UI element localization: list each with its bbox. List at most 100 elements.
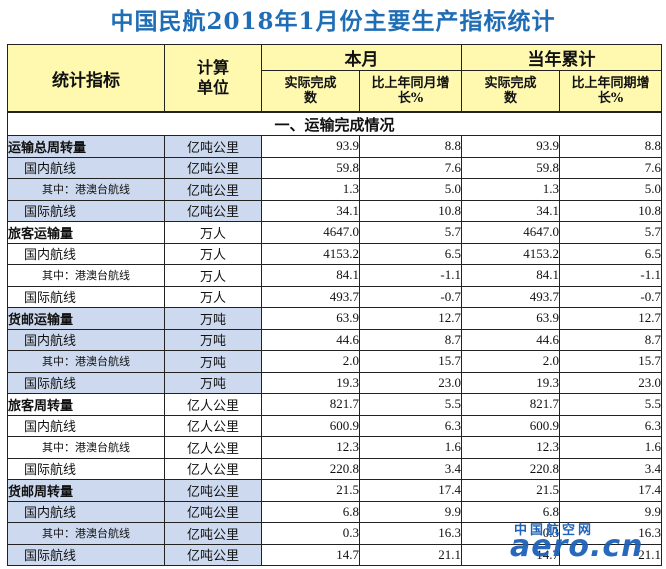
row-month-growth: 7.6 <box>359 156 462 179</box>
row-month-growth: 6.3 <box>359 414 462 437</box>
row-name: 旅客周转量 <box>7 393 165 416</box>
row-ytd-growth: 3.4 <box>559 457 662 480</box>
row-name: 货邮运输量 <box>7 307 165 330</box>
row-name: 旅客运输量 <box>7 221 165 244</box>
row-month: 93.9 <box>261 135 360 158</box>
row-ytd: 1.3 <box>461 178 560 201</box>
row-month: 600.9 <box>261 414 360 437</box>
table-row: 运输总周转量 亿吨公里 93.9 8.8 93.9 8.8 <box>7 135 662 158</box>
watermark-cn-text: 中国航空网 <box>514 523 595 538</box>
header-actual-ytd-label: 实际完成数 <box>484 76 537 106</box>
row-ytd-growth: 7.6 <box>559 156 662 179</box>
row-ytd: 59.8 <box>461 156 560 179</box>
row-ytd-growth: 6.3 <box>559 414 662 437</box>
table-row: 国内航线 亿吨公里 59.8 7.6 59.8 7.6 <box>7 156 662 179</box>
row-ytd: 14.7 <box>461 543 560 566</box>
row-month: 1.3 <box>261 178 360 201</box>
row-unit: 亿吨公里 <box>164 522 262 545</box>
row-name: 运输总周转量 <box>7 135 165 158</box>
row-month: 821.7 <box>261 393 360 416</box>
row-ytd-growth: 8.8 <box>559 135 662 158</box>
row-ytd-growth: 21.1 <box>559 543 662 566</box>
row-ytd-growth: -1.1 <box>559 264 662 287</box>
header-actual-month-label: 实际完成数 <box>284 76 337 106</box>
row-month-growth: 3.4 <box>359 457 462 480</box>
row-ytd-growth: 23.0 <box>559 371 662 394</box>
row-ytd: 63.9 <box>461 307 560 330</box>
row-ytd: 93.9 <box>461 135 560 158</box>
row-name: 其中：港澳台航线 <box>7 264 165 287</box>
row-month: 63.9 <box>261 307 360 330</box>
row-name: 国际航线 <box>7 371 165 394</box>
table-row: 其中：港澳台航线 亿人公里 12.3 1.6 12.3 1.6 <box>7 436 662 459</box>
row-ytd-growth: 1.6 <box>559 436 662 459</box>
section-title: 一、运输完成情况 <box>7 111 662 136</box>
table-row: 其中：港澳台航线 亿吨公里 1.3 5.0 1.3 5.0 <box>7 178 662 201</box>
header-unit: 计算单位 <box>164 44 262 113</box>
row-name: 国际航线 <box>7 285 165 308</box>
row-month-growth: 5.7 <box>359 221 462 244</box>
header-yoy-month: 比上年同月增长% <box>359 70 462 113</box>
row-ytd: 4647.0 <box>461 221 560 244</box>
row-month: 34.1 <box>261 199 360 222</box>
row-month-growth: 10.8 <box>359 199 462 222</box>
row-ytd: 2.0 <box>461 350 560 373</box>
row-unit: 亿吨公里 <box>164 135 262 158</box>
row-ytd: 600.9 <box>461 414 560 437</box>
row-month-growth: 12.7 <box>359 307 462 330</box>
table-row: 国内航线 万吨 44.6 8.7 44.6 8.7 <box>7 328 662 351</box>
page-title: 中国民航2018年1月份主要生产指标统计 <box>110 8 556 35</box>
row-month-growth: 5.0 <box>359 178 462 201</box>
row-month-growth: 5.5 <box>359 393 462 416</box>
header-unit-label: 计算单位 <box>196 58 229 97</box>
row-unit: 万吨 <box>164 307 262 330</box>
header-yoy-month-label: 比上年同月增长% <box>371 76 450 106</box>
row-ytd: 84.1 <box>461 264 560 287</box>
row-ytd: 4153.2 <box>461 242 560 265</box>
header-this-month: 本月 <box>261 44 462 71</box>
header-yoy-period: 比上年同期增长% <box>559 70 662 113</box>
row-month-growth: 21.1 <box>359 543 462 566</box>
row-month: 84.1 <box>261 264 360 287</box>
row-ytd: 12.3 <box>461 436 560 459</box>
row-ytd: 21.5 <box>461 479 560 502</box>
row-ytd-growth: 5.7 <box>559 221 662 244</box>
row-name: 国际航线 <box>7 543 165 566</box>
table-row: 国际航线 万人 493.7 -0.7 493.7 -0.7 <box>7 285 662 308</box>
row-month-growth: -0.7 <box>359 285 462 308</box>
table-row: 国际航线 亿人公里 220.8 3.4 220.8 3.4 <box>7 457 662 480</box>
row-unit: 亿吨公里 <box>164 543 262 566</box>
row-month: 12.3 <box>261 436 360 459</box>
row-unit: 亿人公里 <box>164 457 262 480</box>
row-name: 国内航线 <box>7 242 165 265</box>
row-ytd-growth: -0.7 <box>559 285 662 308</box>
row-ytd-growth: 10.8 <box>559 199 662 222</box>
table-row: 国际航线 万吨 19.3 23.0 19.3 23.0 <box>7 371 662 394</box>
table-row: 国内航线 亿人公里 600.9 6.3 600.9 6.3 <box>7 414 662 437</box>
row-name: 其中：港澳台航线 <box>7 350 165 373</box>
row-name: 国际航线 <box>7 199 165 222</box>
aero-watermark-logo: 中国航空网 aero.cn <box>508 519 660 565</box>
row-month-growth: 17.4 <box>359 479 462 502</box>
row-name: 国内航线 <box>7 500 165 523</box>
row-unit: 万吨 <box>164 328 262 351</box>
row-name: 国内航线 <box>7 414 165 437</box>
row-name: 货邮周转量 <box>7 479 165 502</box>
row-month: 4647.0 <box>261 221 360 244</box>
row-month: 14.7 <box>261 543 360 566</box>
row-ytd-growth: 17.4 <box>559 479 662 502</box>
row-month: 59.8 <box>261 156 360 179</box>
row-unit: 亿人公里 <box>164 393 262 416</box>
row-month-growth: 1.6 <box>359 436 462 459</box>
row-month-growth: 23.0 <box>359 371 462 394</box>
row-month-growth: 8.8 <box>359 135 462 158</box>
row-ytd: 821.7 <box>461 393 560 416</box>
watermark-en-text: aero.cn <box>510 529 644 564</box>
table-row: 其中：港澳台航线 亿吨公里 0.3 16.3 0.3 16.3 <box>7 522 662 545</box>
row-ytd-growth: 12.7 <box>559 307 662 330</box>
table-row: 国际航线 亿吨公里 14.7 21.1 14.7 21.1 <box>7 543 662 566</box>
row-month-growth: 16.3 <box>359 522 462 545</box>
row-month-growth: 9.9 <box>359 500 462 523</box>
row-name: 国内航线 <box>7 328 165 351</box>
row-unit: 亿人公里 <box>164 436 262 459</box>
